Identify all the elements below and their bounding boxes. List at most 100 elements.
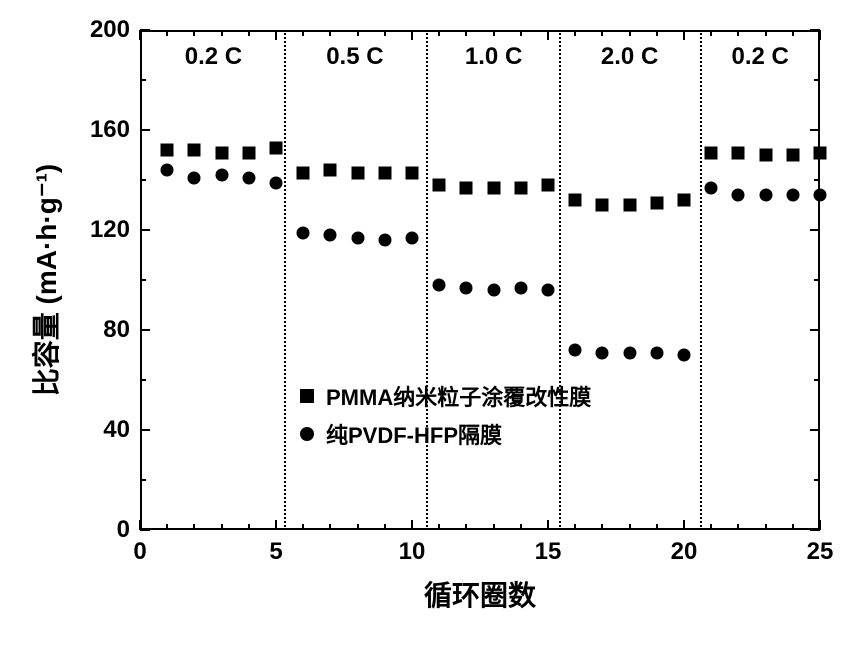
data-point-square — [460, 181, 473, 194]
region-divider — [426, 30, 428, 530]
data-point-circle — [433, 279, 446, 292]
x-tick-minor — [656, 524, 658, 530]
y-tick-major-right — [810, 29, 820, 31]
rate-capability-chart: 循环圈数 比容量 (mA·h·g⁻¹) PMMA纳米粒子涂覆改性膜纯PVDF-H… — [0, 0, 860, 646]
x-tick-minor-top — [574, 30, 576, 36]
y-tick-major-right — [810, 129, 820, 131]
x-tick-minor-top — [737, 30, 739, 36]
x-tick-minor-top — [357, 30, 359, 36]
x-tick-major-top — [819, 30, 821, 40]
data-point-square — [814, 146, 827, 159]
x-tick-major-top — [275, 30, 277, 40]
x-tick-major — [547, 520, 549, 530]
x-tick-label: 10 — [399, 538, 426, 566]
x-axis-label: 循环圈数 — [424, 574, 536, 614]
x-tick-minor — [248, 524, 250, 530]
y-tick-major — [140, 329, 150, 331]
legend: PMMA纳米粒子涂覆改性膜纯PVDF-HFP隔膜 — [300, 380, 591, 456]
data-point-square — [759, 149, 772, 162]
y-axis-label: 比容量 (mA·h·g⁻¹) — [25, 164, 65, 397]
x-tick-major-top — [683, 30, 685, 40]
region-label: 0.5 C — [326, 43, 383, 71]
data-point-circle — [351, 231, 364, 244]
x-tick-minor — [221, 524, 223, 530]
legend-circle-icon — [300, 427, 314, 441]
data-point-square — [786, 149, 799, 162]
data-point-circle — [514, 281, 527, 294]
y-tick-minor — [140, 279, 146, 281]
data-point-circle — [161, 164, 174, 177]
y-tick-minor — [140, 79, 146, 81]
x-tick-minor — [465, 524, 467, 530]
x-tick-minor — [737, 524, 739, 530]
data-point-circle — [596, 346, 609, 359]
y-tick-major — [140, 129, 150, 131]
data-point-square — [732, 146, 745, 159]
data-point-square — [542, 179, 555, 192]
x-tick-minor — [384, 524, 386, 530]
data-point-square — [514, 181, 527, 194]
data-point-circle — [542, 284, 555, 297]
x-tick-minor — [710, 524, 712, 530]
x-tick-label: 0 — [133, 538, 146, 566]
data-point-square — [678, 194, 691, 207]
x-tick-minor-top — [601, 30, 603, 36]
x-tick-minor — [302, 524, 304, 530]
data-point-circle — [814, 189, 827, 202]
x-tick-minor — [493, 524, 495, 530]
x-tick-minor — [193, 524, 195, 530]
data-point-circle — [487, 284, 500, 297]
data-point-circle — [705, 181, 718, 194]
y-tick-minor — [140, 479, 146, 481]
x-tick-minor — [166, 524, 168, 530]
x-tick-label: 25 — [807, 538, 834, 566]
data-point-square — [351, 166, 364, 179]
data-point-square — [433, 179, 446, 192]
x-tick-minor-top — [302, 30, 304, 36]
x-tick-minor — [574, 524, 576, 530]
y-tick-minor-right — [814, 279, 820, 281]
x-tick-minor-top — [438, 30, 440, 36]
x-tick-minor-top — [221, 30, 223, 36]
y-tick-minor-right — [814, 179, 820, 181]
data-point-square — [569, 194, 582, 207]
y-tick-label: 0 — [117, 516, 130, 544]
data-point-square — [161, 144, 174, 157]
x-tick-minor — [629, 524, 631, 530]
y-tick-minor — [140, 179, 146, 181]
region-label: 0.2 C — [185, 43, 242, 71]
y-tick-minor-right — [814, 79, 820, 81]
data-point-square — [596, 199, 609, 212]
data-point-circle — [732, 189, 745, 202]
y-tick-label: 160 — [90, 116, 130, 144]
region-divider — [700, 30, 702, 530]
y-tick-label: 40 — [103, 416, 130, 444]
x-tick-minor-top — [520, 30, 522, 36]
data-point-square — [406, 166, 419, 179]
y-tick-major-right — [810, 429, 820, 431]
region-label: 2.0 C — [601, 43, 658, 71]
x-tick-major — [411, 520, 413, 530]
data-point-square — [705, 146, 718, 159]
data-point-square — [242, 146, 255, 159]
y-tick-label: 120 — [90, 216, 130, 244]
data-point-circle — [324, 229, 337, 242]
data-point-circle — [650, 346, 663, 359]
y-tick-label: 200 — [90, 16, 130, 44]
data-point-circle — [759, 189, 772, 202]
y-tick-minor-right — [814, 379, 820, 381]
x-tick-minor-top — [629, 30, 631, 36]
x-tick-major-top — [139, 30, 141, 40]
x-tick-minor — [601, 524, 603, 530]
x-tick-minor — [357, 524, 359, 530]
data-point-circle — [270, 176, 283, 189]
y-tick-major — [140, 529, 150, 531]
x-tick-minor-top — [656, 30, 658, 36]
legend-item: PMMA纳米粒子涂覆改性膜 — [300, 380, 591, 412]
x-tick-minor — [438, 524, 440, 530]
data-point-circle — [678, 349, 691, 362]
y-tick-label: 80 — [103, 316, 130, 344]
data-point-circle — [215, 169, 228, 182]
y-tick-minor — [140, 379, 146, 381]
legend-label: 纯PVDF-HFP隔膜 — [326, 418, 502, 450]
